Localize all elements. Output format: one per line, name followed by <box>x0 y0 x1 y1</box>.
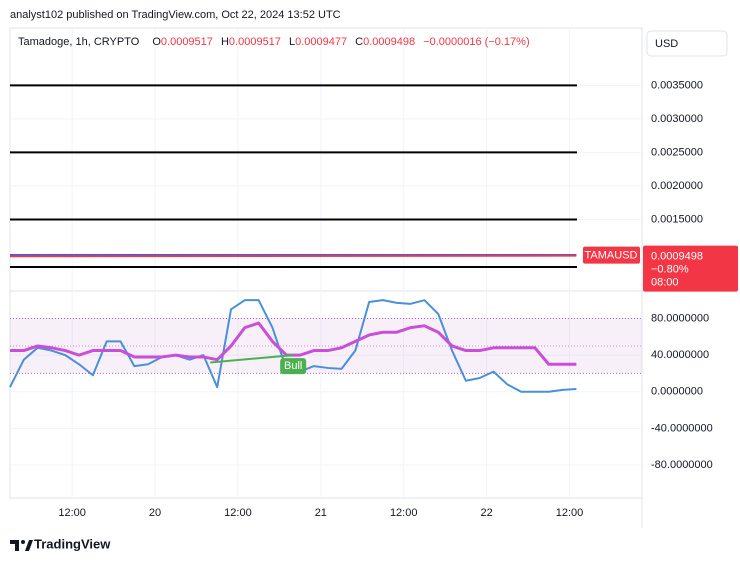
y-tick-label: 0.0020000 <box>651 180 703 192</box>
x-tick-label: 22 <box>480 507 492 519</box>
x-tick-label: 12:00 <box>224 507 252 519</box>
legend-value: 0.0009517 <box>161 36 213 48</box>
y-tick-label: 0.0025000 <box>651 146 703 158</box>
y-tick-label: -80.0000000 <box>651 459 713 471</box>
symbol-badge <box>583 246 640 264</box>
y-tick-label: 0.0015000 <box>651 213 703 225</box>
y-tick-label: 80.0000000 <box>651 312 709 324</box>
x-tick-label: 12:00 <box>58 507 86 519</box>
price-badge <box>643 245 738 292</box>
y-tick-label: 0.0035000 <box>651 79 703 91</box>
currency-label[interactable]: USD <box>655 38 678 50</box>
legend-key: L <box>289 36 295 48</box>
legend-key: H <box>221 36 229 48</box>
price-badge-change: −0.80% <box>651 264 689 276</box>
legend-value: 0.0009498 <box>363 36 415 48</box>
y-tick-label: 0.0000000 <box>651 386 703 398</box>
x-tick-label: 21 <box>315 507 327 519</box>
annotation-label: Bull <box>284 360 302 372</box>
legend-value: 0.0009477 <box>295 36 347 48</box>
footer-logo <box>10 540 33 551</box>
price-badge-time: 08:00 <box>651 277 679 289</box>
x-tick-label: 12:00 <box>390 507 418 519</box>
annotation-line <box>210 354 294 364</box>
y-tick-label: 0.0030000 <box>651 113 703 125</box>
legend-change: −0.0000016 (−0.17%) <box>423 36 529 48</box>
annotation-box <box>280 358 307 375</box>
y-tick-label: 40.0000000 <box>651 349 709 361</box>
symbol-label: TAMAUSD <box>585 250 638 262</box>
legend: Tamadoge, 1h, CRYPTO O0.0009517 H0.00095… <box>18 36 530 48</box>
footer-brand: TradingView <box>34 536 111 551</box>
x-tick-label: 20 <box>149 507 161 519</box>
price-badge-price: 0.0009498 <box>651 251 703 263</box>
y-tick-label: -40.0000000 <box>651 422 713 434</box>
currency-button[interactable] <box>646 30 728 57</box>
series-line <box>9 254 577 258</box>
legend-key: O <box>152 36 161 48</box>
x-tick-label: 12:00 <box>556 507 584 519</box>
legend-value: 0.0009517 <box>229 36 281 48</box>
legend-name: Tamadoge, 1h, CRYPTO <box>18 36 140 48</box>
legend-key: C <box>355 36 363 48</box>
header: analyst102 published on TradingView.com,… <box>10 9 341 21</box>
